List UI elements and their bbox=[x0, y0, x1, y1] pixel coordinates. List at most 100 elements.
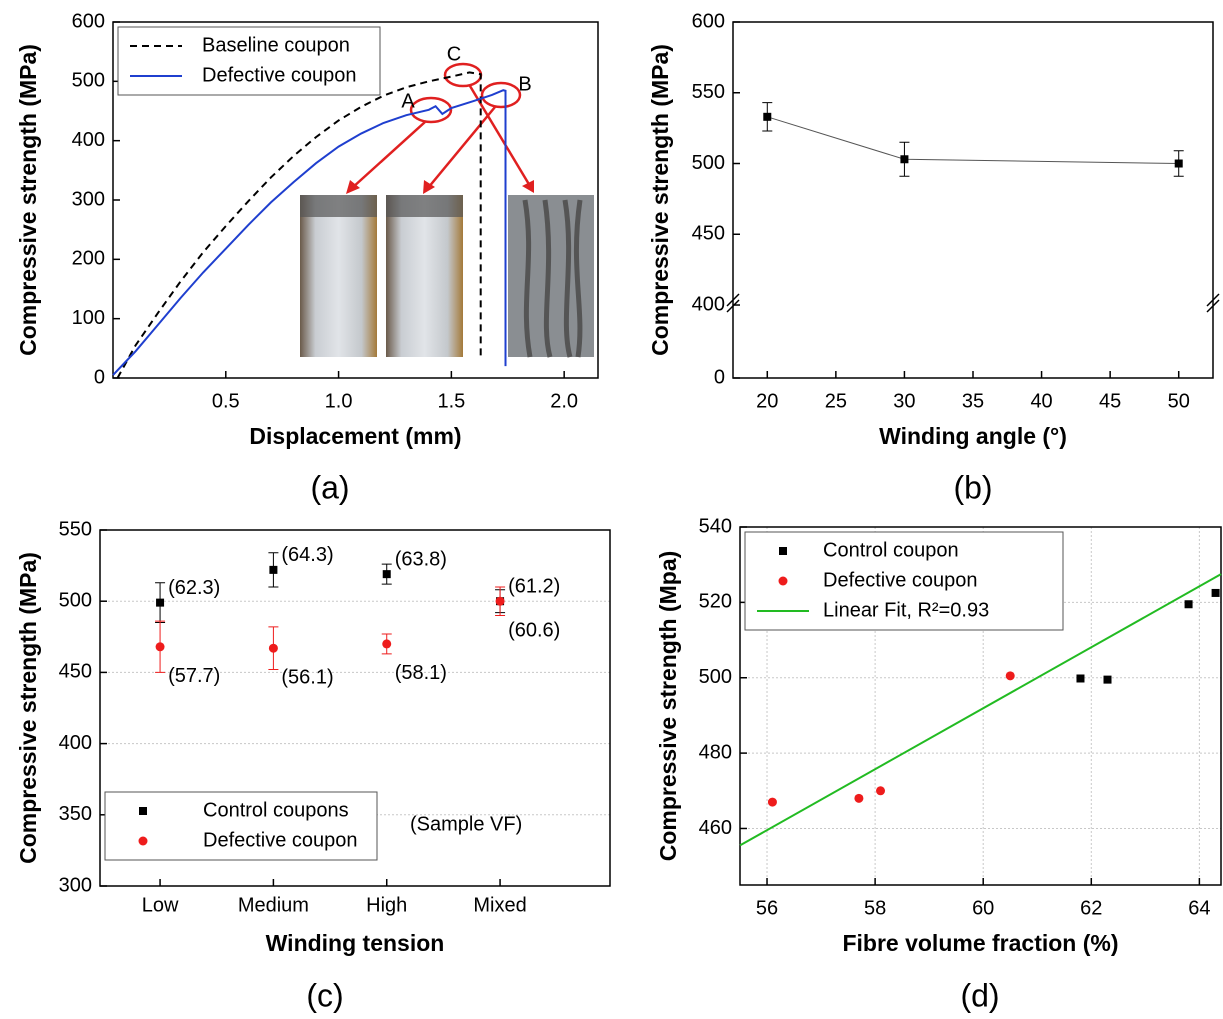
callout-circle bbox=[443, 62, 483, 88]
arrow-head bbox=[522, 180, 534, 193]
vf-label: (56.1) bbox=[281, 666, 333, 688]
y-tick-label: 540 bbox=[699, 515, 732, 537]
panel-label: (c) bbox=[306, 977, 343, 1013]
y-axis-title: Compressive strength (MPa) bbox=[15, 552, 41, 864]
point bbox=[495, 596, 505, 606]
x-tick-label: 64 bbox=[1188, 897, 1210, 919]
point bbox=[155, 642, 165, 652]
legend-swatch bbox=[778, 576, 788, 586]
vf-label: (63.8) bbox=[395, 548, 447, 570]
x-tick-label: 60 bbox=[972, 897, 994, 919]
y-tick-label: 500 bbox=[692, 152, 725, 174]
point bbox=[1211, 588, 1220, 597]
legend-label: Defective coupon bbox=[202, 64, 357, 86]
y-tick-label: 460 bbox=[699, 817, 732, 839]
legend-swatch bbox=[139, 807, 147, 815]
y-tick-label: 480 bbox=[699, 741, 732, 763]
photo-fibres bbox=[522, 199, 583, 358]
photo bbox=[300, 195, 377, 357]
y-tick-label: 450 bbox=[59, 661, 92, 683]
point bbox=[268, 643, 278, 653]
x-tick-label: 30 bbox=[893, 390, 915, 412]
x-tick-label: 62 bbox=[1080, 897, 1102, 919]
x-axis-title: Fibre volume fraction (%) bbox=[842, 930, 1118, 956]
point bbox=[156, 598, 165, 607]
point bbox=[876, 786, 886, 796]
x-tick-label: 20 bbox=[756, 390, 778, 412]
arrow-head bbox=[423, 180, 435, 194]
y-tick-label: 0 bbox=[714, 366, 725, 388]
plot-frame bbox=[112, 21, 599, 379]
vf-label: (57.7) bbox=[168, 665, 220, 687]
y-tick-label: 520 bbox=[699, 591, 732, 613]
annotation: A bbox=[401, 90, 415, 112]
series-line bbox=[112, 89, 507, 376]
x-axis-title: Winding angle (°) bbox=[879, 423, 1067, 449]
annotation: B bbox=[518, 73, 531, 95]
point bbox=[1103, 675, 1112, 684]
x-tick-label: 35 bbox=[962, 390, 984, 412]
x-axis-title: Displacement (mm) bbox=[249, 423, 461, 449]
vf-label: (62.3) bbox=[168, 577, 220, 599]
y-tick-label: 600 bbox=[692, 10, 725, 32]
callouts bbox=[351, 62, 532, 189]
y-axis-title: Compressive strength (Mpa) bbox=[655, 551, 681, 862]
arrow-head bbox=[346, 180, 360, 194]
x-tick-label: 2.0 bbox=[550, 390, 578, 412]
point bbox=[1174, 159, 1183, 168]
x-tick-label: 58 bbox=[864, 897, 886, 919]
y-tick-label: 300 bbox=[72, 188, 105, 210]
vf-label: (61.2) bbox=[508, 575, 560, 597]
callout-circle bbox=[409, 96, 453, 124]
point bbox=[900, 155, 909, 164]
y-tick-label: 500 bbox=[59, 589, 92, 611]
point bbox=[382, 639, 392, 649]
legend-label: Baseline coupon bbox=[202, 34, 350, 56]
x-tick-label: 1.0 bbox=[325, 390, 353, 412]
callout-arrow bbox=[351, 121, 426, 189]
y-tick-label: 200 bbox=[72, 248, 105, 270]
note: (Sample VF) bbox=[410, 813, 522, 835]
series-line bbox=[116, 71, 482, 379]
y-tick-label: 500 bbox=[72, 70, 105, 92]
panel: 300 350 400 450 500 550 Low Medium High Mixed Wind… bbox=[15, 518, 611, 1013]
x-tick-label: Low bbox=[142, 894, 179, 916]
point bbox=[1184, 600, 1193, 609]
x-tick-label: 25 bbox=[825, 390, 847, 412]
x-tick-label: Mixed bbox=[473, 894, 526, 916]
x-tick-label: High bbox=[366, 894, 407, 916]
y-tick-label: 550 bbox=[59, 518, 92, 540]
photo bbox=[386, 195, 463, 357]
y-tick-label: 100 bbox=[72, 307, 105, 329]
x-tick-label: 50 bbox=[1168, 390, 1190, 412]
legend-box bbox=[104, 791, 378, 861]
point bbox=[382, 570, 391, 579]
point bbox=[763, 112, 772, 121]
arrow-heads bbox=[346, 180, 534, 194]
panel-label: (b) bbox=[953, 469, 992, 505]
panel-label: (d) bbox=[960, 977, 999, 1013]
legend-label: Control coupon bbox=[823, 539, 959, 561]
photo-clamp bbox=[386, 195, 463, 217]
y-tick-label: 400 bbox=[72, 129, 105, 151]
point bbox=[854, 793, 864, 803]
point bbox=[269, 565, 278, 574]
axis-break bbox=[726, 293, 1220, 313]
x-tick-label: 0.5 bbox=[212, 390, 240, 412]
panel: 0 400 450 500 550 600 20 25 30 35 40 45 50 Winding an… bbox=[647, 10, 1214, 505]
series-line bbox=[739, 573, 1222, 847]
legend-label: Defective coupon bbox=[203, 829, 358, 851]
y-tick-label: 0 bbox=[94, 366, 105, 388]
plot-frame bbox=[732, 21, 1214, 379]
y-tick-label: 350 bbox=[59, 803, 92, 825]
x-tick-label: Medium bbox=[238, 894, 309, 916]
vf-label: (58.1) bbox=[395, 662, 447, 684]
x-tick-label: 40 bbox=[1030, 390, 1052, 412]
photo-clamp bbox=[300, 195, 377, 217]
legend-label: Control coupons bbox=[203, 799, 349, 821]
legend-box bbox=[117, 26, 381, 96]
point bbox=[1005, 671, 1015, 681]
vf-label: (60.6) bbox=[508, 619, 560, 641]
x-tick-label: 1.5 bbox=[437, 390, 465, 412]
